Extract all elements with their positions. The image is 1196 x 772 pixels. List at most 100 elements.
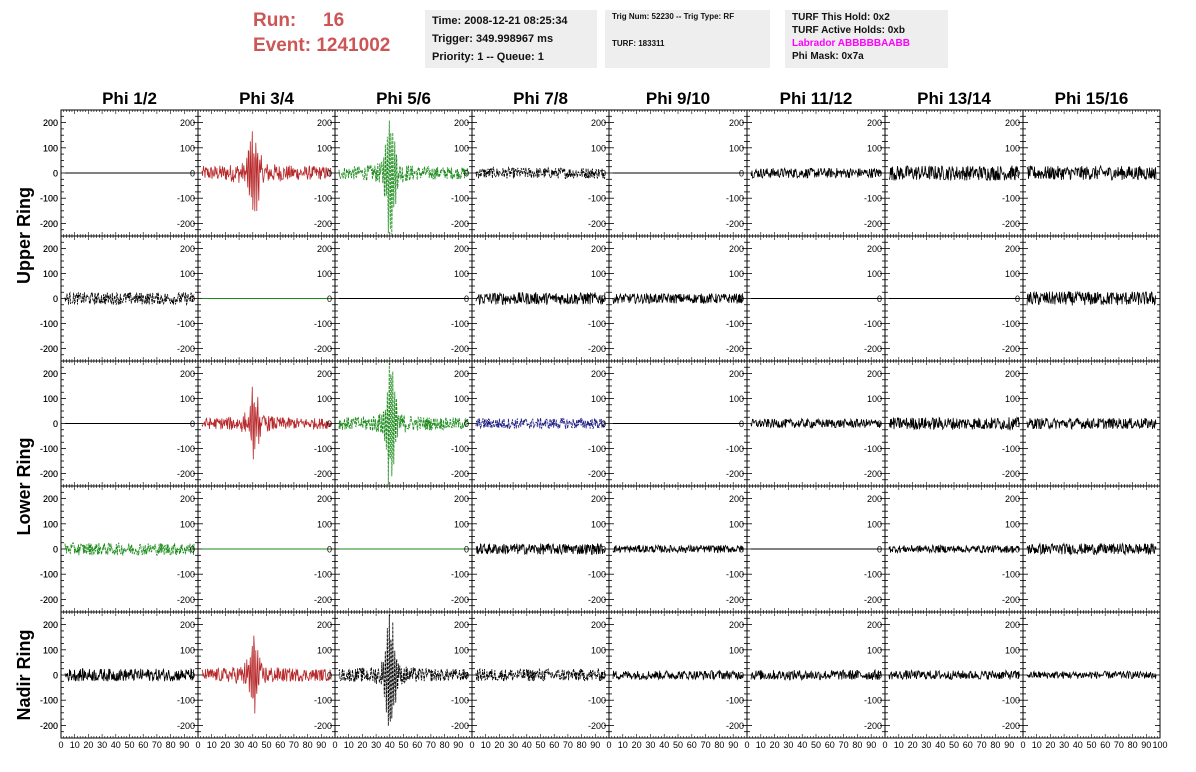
- y-tick-label: 200: [43, 118, 58, 128]
- y-tick-label: 100: [454, 394, 469, 404]
- waveform-trace: [750, 167, 882, 180]
- time-line: Time: 2008-12-21 08:25:34: [432, 15, 568, 27]
- y-tick-label: -100: [588, 319, 606, 329]
- y-tick-label: 100: [591, 143, 606, 153]
- y-tick-label: 100: [180, 143, 195, 153]
- y-tick-label: -100: [177, 444, 195, 454]
- y-tick-label: -100: [451, 570, 469, 580]
- y-tick-label: 200: [317, 494, 332, 504]
- y-tick-label: 200: [317, 118, 332, 128]
- turf-active-holds-line: TURF Active Holds: 0xb: [792, 25, 905, 36]
- ring-label: Nadir Ring: [14, 629, 34, 720]
- y-tick-label: -200: [588, 469, 606, 479]
- waveform-trace: [888, 165, 1020, 181]
- y-tick-label: -100: [40, 444, 58, 454]
- y-tick-label: 200: [867, 244, 882, 254]
- y-tick-label: 200: [454, 369, 469, 379]
- y-tick-label: -200: [1002, 219, 1020, 229]
- waveform-trace: [475, 292, 606, 306]
- y-tick-label: -200: [40, 595, 58, 605]
- waveform-trace: [612, 544, 744, 554]
- y-tick-label: 0: [464, 419, 469, 429]
- y-tick-label: 100: [317, 269, 332, 279]
- y-tick-label: 0: [601, 169, 606, 179]
- y-tick-label: -200: [40, 219, 58, 229]
- y-tick-label: 200: [180, 244, 195, 254]
- turf-info-box: TURF This Hold: 0x2 TURF Active Holds: 0…: [785, 10, 948, 68]
- y-tick-label: 100: [43, 394, 58, 404]
- y-tick-label: 100: [317, 143, 332, 153]
- column-header: Phi 11/12: [780, 89, 853, 108]
- y-tick-label: -100: [314, 194, 332, 204]
- y-tick-label: -100: [1002, 194, 1020, 204]
- y-tick-label: -200: [314, 344, 332, 354]
- y-tick-label: -100: [40, 570, 58, 580]
- y-tick-label: 200: [180, 369, 195, 379]
- y-tick-label: 100: [1005, 394, 1020, 404]
- y-tick-label: 200: [317, 244, 332, 254]
- y-tick-label: 100: [1005, 519, 1020, 529]
- y-tick-label: 200: [1005, 494, 1020, 504]
- y-tick-label: -200: [588, 344, 606, 354]
- y-tick-label: 200: [1005, 244, 1020, 254]
- event-header: Run: 16 Event: 1241002 Time: 2008-12-21 0…: [0, 0, 1196, 80]
- y-tick-label: 100: [454, 519, 469, 529]
- y-tick-label: 100: [43, 143, 58, 153]
- y-tick-label: 200: [454, 118, 469, 128]
- y-tick-label: -200: [726, 469, 744, 479]
- y-tick-label: 200: [729, 494, 744, 504]
- time-info-box: Time: 2008-12-21 08:25:34 Trigger: 349.9…: [425, 10, 597, 68]
- y-tick-label: 100: [729, 394, 744, 404]
- y-tick-label: -100: [177, 319, 195, 329]
- y-tick-label: 200: [1005, 369, 1020, 379]
- waveform-trace: [201, 131, 332, 212]
- y-tick-label: -200: [451, 344, 469, 354]
- waveform-trace: [888, 416, 1020, 431]
- y-tick-label: 200: [591, 244, 606, 254]
- y-tick-label: -100: [864, 319, 882, 329]
- y-tick-label: 200: [43, 494, 58, 504]
- y-tick-label: 200: [867, 494, 882, 504]
- y-tick-label: -200: [588, 219, 606, 229]
- column-header: Phi 9/10: [646, 89, 710, 108]
- y-tick-label: 100: [729, 269, 744, 279]
- y-tick-label: -200: [864, 219, 882, 229]
- y-tick-label: -200: [1002, 595, 1020, 605]
- y-tick-label: 200: [43, 118, 58, 128]
- y-tick-label: -200: [40, 469, 58, 479]
- y-tick-label: 100: [180, 519, 195, 529]
- y-tick-label: 0: [53, 169, 58, 179]
- ring-label: Upper Ring: [14, 187, 34, 284]
- y-tick-label: 100: [591, 394, 606, 404]
- y-tick-label: 0: [53, 419, 58, 429]
- y-tick-label: -100: [1002, 319, 1020, 329]
- y-tick-label: 200: [729, 118, 744, 128]
- waveform-trace: [338, 120, 469, 235]
- y-tick-label: -200: [726, 595, 744, 605]
- waveform-trace: [1026, 417, 1157, 431]
- column-header: Phi 3/4: [239, 89, 294, 108]
- phi-mask-line: Phi Mask: 0x7a: [792, 51, 864, 62]
- y-tick-label: 100: [454, 269, 469, 279]
- event-value: 1241002: [316, 35, 391, 56]
- y-tick-label: 100: [43, 269, 58, 279]
- y-tick-label: 200: [43, 494, 58, 504]
- y-tick-label: -200: [451, 469, 469, 479]
- y-tick-label: 0: [877, 419, 882, 429]
- y-tick-label: 0: [601, 545, 606, 555]
- y-tick-label: 100: [317, 394, 332, 404]
- y-tick-label: -100: [177, 194, 195, 204]
- y-tick-label: 0: [1015, 419, 1020, 429]
- y-tick-label: -100: [726, 194, 744, 204]
- y-tick-label: -200: [40, 595, 58, 605]
- y-tick-label: -100: [451, 444, 469, 454]
- y-tick-label: -100: [1002, 570, 1020, 580]
- turf-hold-line: TURF This Hold: 0x2: [792, 12, 890, 23]
- waveform-trace: [201, 386, 332, 460]
- event-label: Event:: [253, 35, 312, 56]
- y-tick-label: 100: [43, 519, 58, 529]
- y-tick-label: 100: [1005, 269, 1020, 279]
- y-tick-label: 200: [43, 369, 58, 379]
- y-tick-label: -100: [314, 444, 332, 454]
- y-tick-label: -200: [864, 469, 882, 479]
